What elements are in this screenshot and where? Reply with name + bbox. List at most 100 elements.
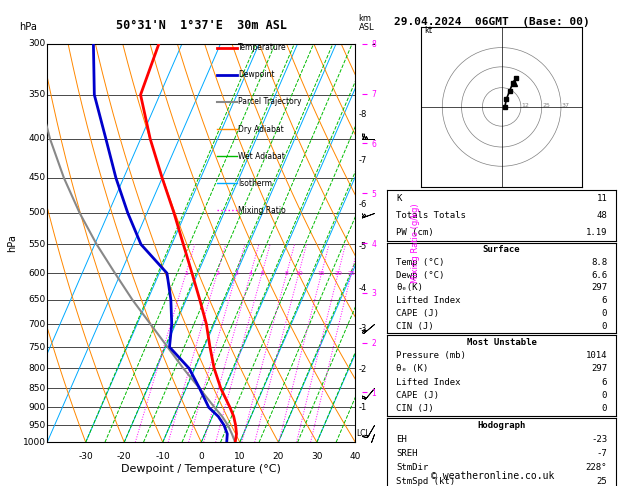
Text: 37: 37: [562, 103, 570, 108]
Text: 228°: 228°: [586, 463, 607, 472]
Text: 600: 600: [28, 269, 46, 278]
Text: 15: 15: [318, 271, 325, 276]
Text: θₑ (K): θₑ (K): [396, 364, 428, 373]
Text: Lifted Index: Lifted Index: [396, 378, 460, 387]
Text: hPa: hPa: [8, 234, 18, 252]
Text: Dewp (°C): Dewp (°C): [396, 271, 445, 279]
Text: -5: -5: [359, 243, 367, 251]
Text: 1014: 1014: [586, 351, 607, 360]
Y-axis label: Mixing Ratio (g/kg): Mixing Ratio (g/kg): [411, 203, 420, 283]
Text: -7: -7: [596, 449, 607, 458]
Text: 4: 4: [248, 271, 253, 276]
Text: 650: 650: [28, 295, 46, 304]
Text: StmDir: StmDir: [396, 463, 428, 472]
Text: 40: 40: [350, 452, 361, 461]
Text: 25: 25: [543, 103, 550, 108]
Text: Lifted Index: Lifted Index: [396, 296, 460, 305]
Text: Dewpoint / Temperature (°C): Dewpoint / Temperature (°C): [121, 464, 281, 474]
Text: km
ASL: km ASL: [359, 14, 374, 32]
Text: LCL: LCL: [356, 429, 370, 438]
Text: 6.6: 6.6: [591, 271, 607, 279]
Text: Temperature: Temperature: [238, 43, 287, 52]
Text: 50°31'N  1°37'E  30m ASL: 50°31'N 1°37'E 30m ASL: [116, 18, 287, 32]
Text: 10: 10: [295, 271, 303, 276]
Text: 6: 6: [602, 296, 607, 305]
Text: 750: 750: [28, 343, 46, 351]
Text: -10: -10: [155, 452, 170, 461]
Text: 800: 800: [28, 364, 46, 373]
Text: PW (cm): PW (cm): [396, 227, 433, 237]
Text: -2: -2: [359, 364, 367, 374]
Text: 0: 0: [198, 452, 204, 461]
Text: Totals Totals: Totals Totals: [396, 210, 466, 220]
Text: Dry Adiabat: Dry Adiabat: [238, 124, 284, 134]
Text: 450: 450: [28, 174, 46, 182]
Text: -3: -3: [359, 324, 367, 333]
Text: hPa: hPa: [19, 21, 36, 32]
Text: 30: 30: [311, 452, 323, 461]
Text: CIN (J): CIN (J): [396, 404, 433, 414]
Text: © weatheronline.co.uk: © weatheronline.co.uk: [430, 471, 554, 481]
Text: SREH: SREH: [396, 449, 418, 458]
Text: 400: 400: [28, 135, 46, 143]
Text: Parcel Trajectory: Parcel Trajectory: [238, 97, 302, 106]
Text: 0: 0: [602, 404, 607, 414]
Text: Pressure (mb): Pressure (mb): [396, 351, 466, 360]
Text: -4: -4: [359, 284, 367, 293]
Text: 20: 20: [334, 271, 342, 276]
Text: K: K: [396, 193, 401, 203]
Text: -6: -6: [359, 200, 367, 208]
Text: -1: -1: [359, 403, 367, 412]
Text: 0: 0: [602, 322, 607, 331]
Text: CAPE (J): CAPE (J): [396, 391, 439, 400]
Text: Temp (°C): Temp (°C): [396, 258, 445, 267]
Text: Hodograph: Hodograph: [477, 420, 526, 430]
Text: 8: 8: [285, 271, 289, 276]
Text: 29.04.2024  06GMT  (Base: 00): 29.04.2024 06GMT (Base: 00): [394, 17, 590, 27]
Text: 10: 10: [234, 452, 245, 461]
Text: StmSpd (kt): StmSpd (kt): [396, 477, 455, 486]
Text: Mixing Ratio: Mixing Ratio: [238, 206, 286, 215]
Text: 5: 5: [260, 271, 264, 276]
Text: 11: 11: [596, 193, 607, 203]
Text: 950: 950: [28, 421, 46, 430]
Text: kt: kt: [425, 26, 433, 35]
Text: 350: 350: [28, 90, 46, 99]
Text: 550: 550: [28, 240, 46, 249]
Text: 300: 300: [28, 39, 46, 48]
Text: CIN (J): CIN (J): [396, 322, 433, 331]
Text: 3: 3: [235, 271, 238, 276]
Text: -30: -30: [79, 452, 93, 461]
Text: CAPE (J): CAPE (J): [396, 309, 439, 318]
Text: Isotherm: Isotherm: [238, 179, 272, 188]
Text: 2: 2: [215, 271, 220, 276]
Text: 0: 0: [602, 309, 607, 318]
Text: -23: -23: [591, 434, 607, 444]
Text: Dewpoint: Dewpoint: [238, 70, 275, 79]
Text: 8.8: 8.8: [591, 258, 607, 267]
Text: 48: 48: [596, 210, 607, 220]
Text: 20: 20: [272, 452, 284, 461]
Text: 900: 900: [28, 403, 46, 412]
Text: 12: 12: [521, 103, 530, 108]
Text: 1.19: 1.19: [586, 227, 607, 237]
Text: -7: -7: [359, 156, 367, 165]
Text: 297: 297: [591, 283, 607, 293]
Text: 0: 0: [602, 391, 607, 400]
Text: 25: 25: [596, 477, 607, 486]
Text: 1000: 1000: [23, 438, 46, 447]
Text: 850: 850: [28, 384, 46, 393]
Text: 6: 6: [602, 378, 607, 387]
Text: 700: 700: [28, 320, 46, 329]
Text: 500: 500: [28, 208, 46, 217]
Text: Wet Adiabat: Wet Adiabat: [238, 152, 285, 160]
Text: θₑ(K): θₑ(K): [396, 283, 423, 293]
Text: EH: EH: [396, 434, 407, 444]
Text: Surface: Surface: [483, 245, 520, 254]
Text: -20: -20: [117, 452, 131, 461]
Text: 297: 297: [591, 364, 607, 373]
Text: -8: -8: [359, 109, 367, 119]
Text: 1: 1: [184, 271, 188, 276]
Text: 25: 25: [347, 271, 355, 276]
Text: Most Unstable: Most Unstable: [467, 337, 537, 347]
